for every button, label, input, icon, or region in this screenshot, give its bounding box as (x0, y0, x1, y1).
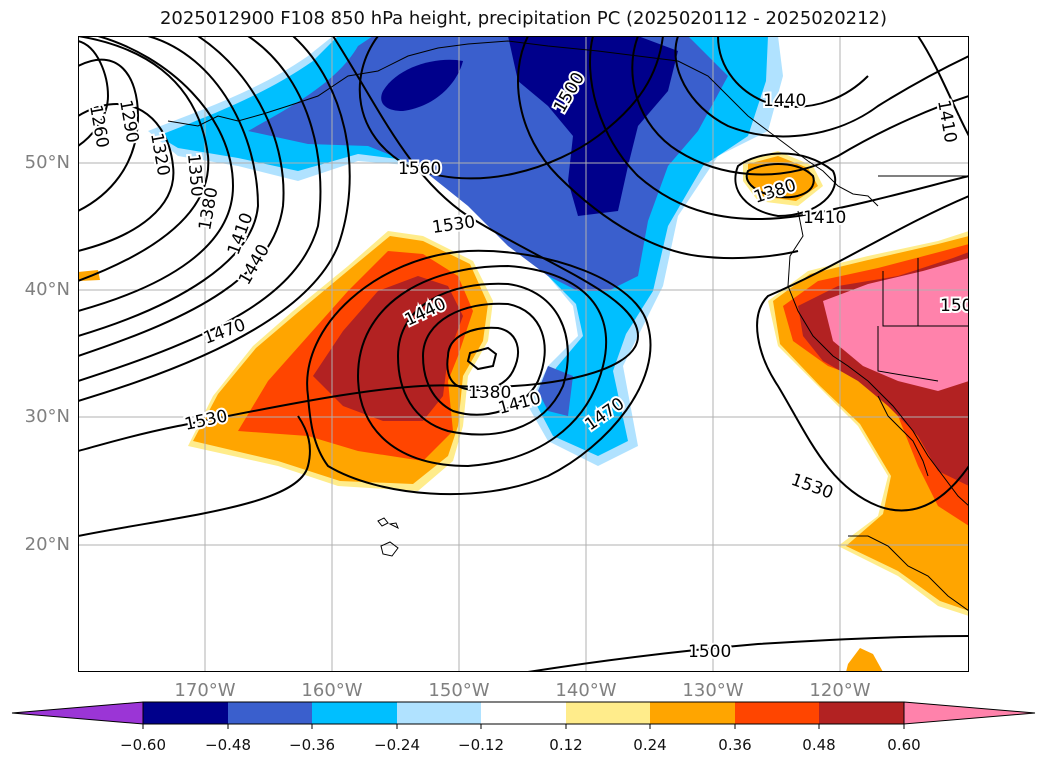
baja (877, 395, 929, 477)
contour-1440-low (396, 282, 569, 436)
colorbar-tick-label: 0.36 (718, 736, 752, 754)
lon-label-140w: 140°W (555, 680, 617, 701)
west-coast (787, 210, 969, 507)
contour-label: 1530 (431, 212, 477, 238)
state-border-3 (877, 326, 939, 382)
contour-label: 1470 (201, 315, 248, 349)
colorbar-segment (228, 702, 312, 724)
contour-1500-south (527, 635, 969, 672)
state-border-2 (882, 271, 918, 327)
contour-label: 1380 (468, 383, 511, 403)
contour-1320 (78, 103, 175, 252)
colorbar-extend-max (903, 701, 1036, 725)
colorbar-outline (142, 701, 905, 725)
map-title: 2025012900 F108 850 hPa height, precipit… (159, 8, 888, 29)
colorbar-segment (143, 702, 228, 724)
bc-coast (807, 160, 879, 207)
map-svg: 1260 1290 1320 1350 1380 1410 1440 1470 … (78, 36, 969, 672)
colorbar-segment (566, 702, 650, 724)
precip-shading (78, 36, 969, 672)
colorbar-segment (397, 702, 481, 724)
hawaii-1 (377, 517, 389, 527)
contour-1410-nw-blob (734, 152, 836, 218)
colorbar-segment (312, 702, 397, 724)
colorbar-tick-label: 0.48 (802, 736, 836, 754)
pos-anom-firebrick (313, 276, 463, 421)
contour-1530-west (78, 36, 640, 452)
lat-label-30n: 30°N (24, 406, 70, 427)
colorbar-segment (650, 702, 735, 724)
contour-1560 (358, 36, 664, 180)
contour-1380-low (446, 326, 519, 392)
neg-anom-darkblue-2 (508, 36, 678, 216)
contour-label: 1500 (940, 296, 969, 316)
contour-1410-east-nw (717, 36, 869, 108)
colorbar (11, 701, 1036, 729)
contour-1500-west (78, 36, 351, 402)
contour-1260 (78, 40, 110, 147)
lon-label-170w: 170°W (174, 680, 236, 701)
contour-1530-south (78, 415, 311, 537)
lat-label-50n: 50°N (24, 152, 70, 173)
contour-1470-east (631, 36, 969, 176)
map-panel[interactable]: 1260 1290 1320 1350 1380 1410 1440 1470 … (78, 36, 969, 672)
colorbar-tick-label: 0.12 (549, 736, 583, 754)
contour-1500-low (306, 249, 652, 496)
colorbar-tick-label: −0.48 (205, 736, 251, 754)
colorbar-tick-label: −0.12 (458, 736, 504, 754)
contour-1380 (78, 36, 235, 312)
colorbar-ticks (142, 724, 905, 729)
contour-1530-east (517, 36, 799, 260)
contour-label: 1440 (763, 91, 806, 111)
colorbar-tick-label: 0.24 (633, 736, 667, 754)
hawaii-2 (388, 522, 399, 530)
contour-label: 1530 (788, 470, 835, 504)
coastlines (167, 40, 969, 612)
colorbar-extend-min (11, 701, 144, 725)
colorbar-tick-label: −0.24 (374, 736, 420, 754)
lon-label-150w: 150°W (428, 680, 490, 701)
alaska-coast (167, 40, 809, 162)
colorbar-segment (481, 702, 566, 724)
lon-label-130w: 130°W (682, 680, 744, 701)
contour-label: 1410 (933, 98, 960, 144)
lat-label-40n: 40°N (24, 279, 70, 300)
contour-label: 1260 (85, 103, 112, 149)
contour-1380-nw-blob (745, 163, 815, 199)
contour-1350-low (466, 346, 498, 371)
contour-1410-west (78, 36, 260, 337)
contour-1350 (78, 36, 210, 282)
pos-anom-bottom (846, 648, 883, 672)
lat-label-20n: 20°N (24, 534, 70, 555)
colorbar-tick-label: 0.60 (887, 736, 921, 754)
colorbar-tick-label: −0.36 (289, 736, 335, 754)
contour-1290 (78, 58, 140, 212)
mexico-coast (848, 535, 969, 612)
contour-label: 1500 (688, 642, 731, 662)
contour-1500-east (589, 36, 969, 221)
contour-label: 1410 (803, 208, 846, 228)
lon-label-160w: 160°W (301, 680, 363, 701)
colorbar-segment (735, 702, 819, 724)
colorbar-tick-label: −0.60 (120, 736, 166, 754)
neg-anom-darkblue-1 (381, 59, 463, 111)
contour-1410-ne (917, 36, 969, 137)
hawaii-3 (380, 541, 399, 557)
pos-anom-ca-hotpink (823, 258, 969, 391)
lon-label-120w: 120°W (809, 680, 871, 701)
contour-label: 1560 (398, 159, 441, 179)
height-contours (78, 36, 969, 672)
colorbar-segment (819, 702, 904, 724)
contour-1410-low (421, 302, 546, 416)
contour-1470-low (356, 264, 608, 468)
contour-1470-west (78, 36, 322, 382)
contour-1440-west (78, 36, 285, 357)
contour-1530-east-2 (756, 195, 969, 512)
contour-1440-east (674, 36, 969, 138)
